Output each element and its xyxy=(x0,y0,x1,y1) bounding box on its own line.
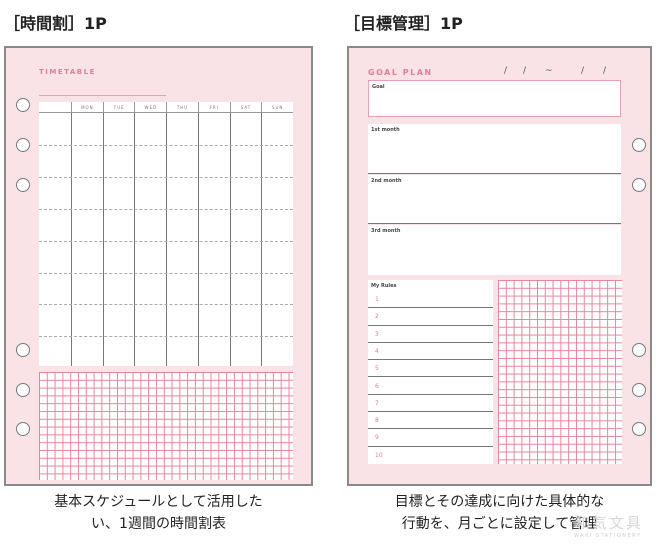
month1-box[interactable]: 1st month xyxy=(368,124,621,174)
binder-hole xyxy=(632,383,646,397)
binder-hole xyxy=(16,343,30,357)
rule-line[interactable]: 10 xyxy=(375,451,383,459)
watermark-logo: 和気文具 xyxy=(575,514,644,532)
date-mark: / xyxy=(581,66,585,76)
timetable-heading: ［時間割］1P xyxy=(4,14,107,33)
rule-line[interactable]: 1 xyxy=(368,291,493,309)
date-mark: ~ xyxy=(545,66,553,76)
day-header: SUN xyxy=(261,102,293,112)
caption-line: い、1週間の時間割表 xyxy=(91,516,226,532)
rule-line[interactable]: 5 xyxy=(368,360,493,378)
binder-hole xyxy=(16,98,30,112)
title-underline xyxy=(39,95,166,96)
timetable-title: TIMETABLE xyxy=(39,68,96,76)
rule-line[interactable]: 4 xyxy=(368,343,493,361)
binder-hole xyxy=(632,178,646,192)
day-header: WED xyxy=(134,102,166,112)
timetable-caption: 基本スケジュールとして活用した い、1週間の時間割表 xyxy=(4,491,313,535)
rule-line[interactable]: 3 xyxy=(368,326,493,343)
goal-plan-heading: ［目標管理］1P xyxy=(344,14,463,33)
memo-grid xyxy=(39,372,293,480)
my-rules-label: My Rules xyxy=(371,283,397,289)
month2-box[interactable]: 2nd month xyxy=(368,175,621,224)
binder-hole xyxy=(16,422,30,436)
day-header: SAT xyxy=(229,102,262,112)
caption-line: 基本スケジュールとして活用した xyxy=(54,494,263,510)
caption-line: 目標とその達成に向けた具体的な xyxy=(394,494,605,510)
rule-line[interactable]: 8 xyxy=(368,412,493,430)
goal-box[interactable]: Goal xyxy=(368,80,621,117)
rule-line[interactable]: 6 xyxy=(368,378,493,395)
month3-box[interactable]: 3rd month xyxy=(368,225,621,275)
month2-label: 2nd month xyxy=(371,178,402,184)
date-mark: / xyxy=(603,66,607,76)
binder-hole xyxy=(16,383,30,397)
binder-hole xyxy=(16,138,30,152)
day-header: TUE xyxy=(102,102,135,112)
corner-cell xyxy=(39,102,71,112)
binder-hole xyxy=(632,138,646,152)
memo-grid xyxy=(498,280,622,464)
binder-hole xyxy=(632,343,646,357)
day-header: MON xyxy=(71,102,103,112)
day-header: THU xyxy=(166,102,198,112)
month3-label: 3rd month xyxy=(371,228,401,234)
caption-line: 行動を、月ごとに設定して管理 xyxy=(401,516,598,532)
goal-plan-title: GOAL PLAN xyxy=(368,68,433,77)
timetable-page: TIMETABLE MON TUE WED THU FRI SAT SUN xyxy=(4,46,313,486)
date-mark: / xyxy=(523,66,527,76)
watermark-sub: WAKI STATIONERY xyxy=(574,533,642,539)
binder-hole xyxy=(16,178,30,192)
day-header: FRI xyxy=(197,102,230,112)
goal-plan-caption: 目標とその達成に向けた具体的な 行動を、月ごとに設定して管理 xyxy=(347,491,652,535)
goal-plan-page: GOAL PLAN / / ~ / / Goal 1st month 2nd m… xyxy=(347,46,652,486)
rule-line[interactable]: 9 xyxy=(368,429,493,447)
month1-label: 1st month xyxy=(371,127,400,133)
date-mark: / xyxy=(504,66,508,76)
goal-label: Goal xyxy=(372,84,385,90)
timetable-grid: MON TUE WED THU FRI SAT SUN xyxy=(39,102,293,366)
my-rules-box: My Rules 1 2 3 4 5 6 7 8 9 10 xyxy=(368,280,493,464)
binder-hole xyxy=(632,422,646,436)
rule-line[interactable]: 7 xyxy=(368,395,493,413)
rule-line[interactable]: 2 xyxy=(368,308,493,326)
